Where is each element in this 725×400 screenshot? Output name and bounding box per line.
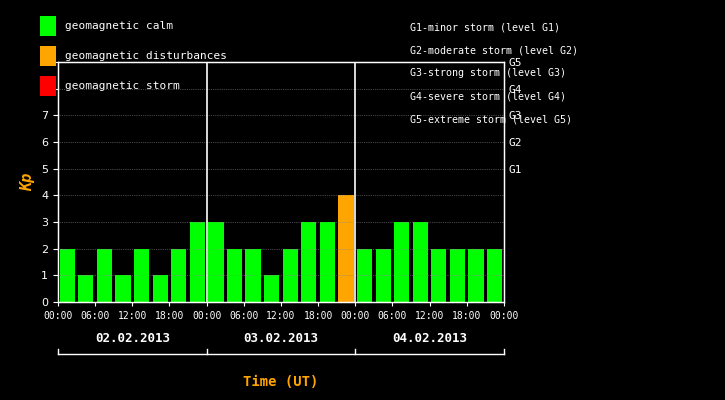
Text: Time (UT): Time (UT) (244, 375, 318, 389)
Text: G4-severe storm (level G4): G4-severe storm (level G4) (410, 92, 566, 102)
Bar (283, 249, 298, 302)
Bar (97, 249, 112, 302)
Text: 03.02.2013: 03.02.2013 (244, 332, 318, 344)
Bar (115, 275, 130, 302)
Text: 02.02.2013: 02.02.2013 (95, 332, 170, 344)
Bar (376, 249, 391, 302)
Text: G3-strong storm (level G3): G3-strong storm (level G3) (410, 68, 566, 78)
Bar (152, 275, 167, 302)
Text: geomagnetic storm: geomagnetic storm (65, 81, 179, 91)
Bar (134, 249, 149, 302)
Text: 04.02.2013: 04.02.2013 (392, 332, 467, 344)
Bar (246, 249, 261, 302)
Bar (357, 249, 372, 302)
Bar (450, 249, 465, 302)
Bar (468, 249, 484, 302)
Bar (320, 222, 335, 302)
Y-axis label: Kp: Kp (20, 173, 36, 191)
Bar (431, 249, 447, 302)
Bar (227, 249, 242, 302)
Text: geomagnetic disturbances: geomagnetic disturbances (65, 51, 226, 61)
Bar (301, 222, 316, 302)
Text: G2-moderate storm (level G2): G2-moderate storm (level G2) (410, 45, 578, 55)
Bar (339, 195, 354, 302)
Bar (413, 222, 428, 302)
Text: geomagnetic calm: geomagnetic calm (65, 21, 173, 31)
Bar (208, 222, 223, 302)
Bar (59, 249, 75, 302)
Bar (487, 249, 502, 302)
Bar (190, 222, 205, 302)
Bar (171, 249, 186, 302)
Text: G5-extreme storm (level G5): G5-extreme storm (level G5) (410, 115, 571, 125)
Bar (264, 275, 279, 302)
Text: G1-minor storm (level G1): G1-minor storm (level G1) (410, 22, 560, 32)
Bar (394, 222, 410, 302)
Bar (78, 275, 94, 302)
